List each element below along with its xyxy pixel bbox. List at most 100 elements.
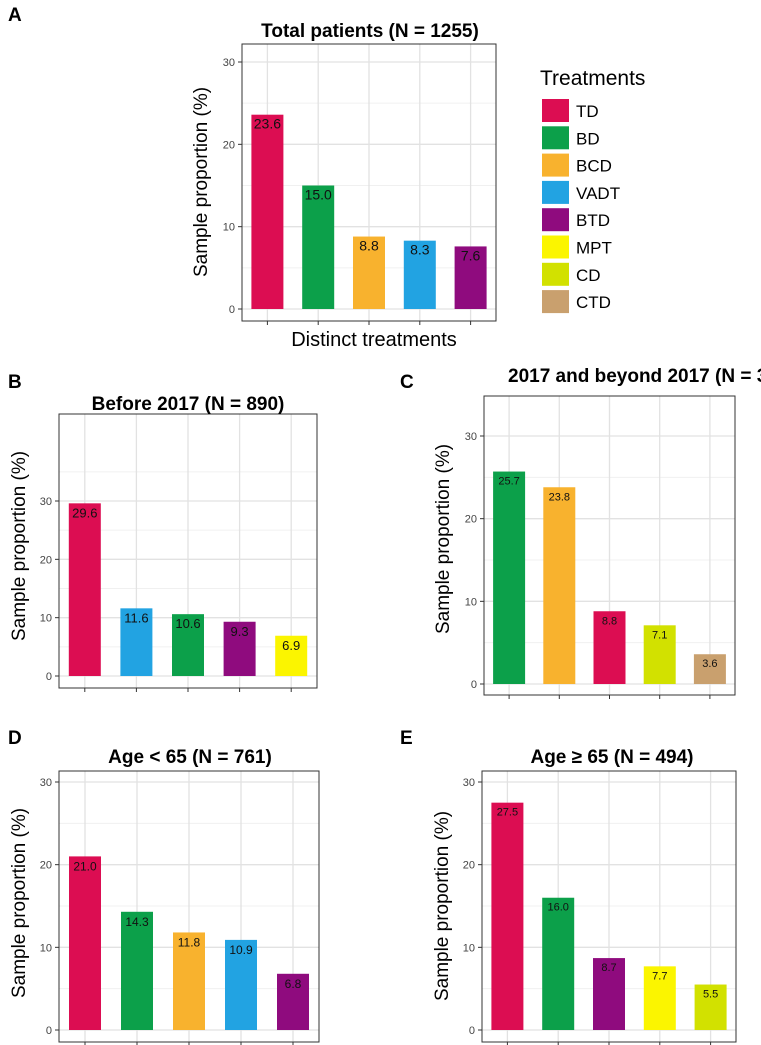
panel-letter: D: [8, 728, 22, 749]
bar-bd: [493, 471, 526, 684]
panel-letter: A: [8, 5, 22, 26]
y-tick-label: 0: [469, 1025, 475, 1037]
bar-mpt: [643, 966, 676, 1030]
bar-value-label: 3.6: [702, 658, 717, 670]
bar-value-label: 16.0: [547, 902, 568, 914]
y-tick-label: 20: [223, 139, 235, 151]
legend: Treatments TD BD BCD VADT BTD MPT CD CTD: [540, 67, 645, 314]
bar-btd: [223, 621, 256, 676]
bar-value-label: 21.0: [73, 859, 97, 873]
bar-td: [491, 802, 524, 1030]
bar-cd: [694, 984, 727, 1030]
bar-value-label: 23.6: [254, 116, 281, 132]
legend-swatch: [542, 235, 569, 259]
bar-btd: [454, 246, 487, 309]
bar-vadt: [120, 608, 153, 676]
legend-swatch: [542, 208, 569, 232]
bar-value-label: 25.7: [498, 476, 519, 488]
legend-swatch: [542, 126, 569, 150]
bar-bcd: [543, 487, 576, 684]
legend-label: CD: [576, 266, 601, 285]
chart-title: 2017 and beyond 2017 (N = 365): [508, 366, 761, 387]
y-tick-label: 20: [465, 514, 477, 526]
bar-vadt: [403, 240, 436, 309]
bar-btd: [277, 973, 309, 1030]
bar-value-label: 14.3: [125, 915, 149, 929]
bar-value-label: 9.3: [231, 624, 249, 639]
legend-label: VADT: [576, 184, 620, 203]
chart-title: Total patients (N = 1255): [261, 21, 479, 42]
bar-value-label: 8.8: [359, 238, 379, 254]
x-axis-label: Distinct treatments: [291, 329, 457, 351]
y-tick-label: 20: [40, 860, 52, 872]
bar-bcd: [173, 932, 205, 1030]
bar-ctd: [693, 654, 726, 684]
bar-value-label: 7.1: [652, 629, 667, 641]
chart-title: Before 2017 (N = 890): [92, 394, 285, 415]
bar-value-label: 10.9: [229, 943, 253, 957]
y-tick-label: 0: [46, 671, 52, 683]
bar-cd: [643, 625, 676, 684]
chart-title: Age < 65 (N = 761): [108, 747, 272, 768]
bar-vadt: [225, 939, 257, 1030]
bar-value-label: 7.6: [461, 247, 481, 263]
legend-swatch: [542, 180, 569, 204]
bar-td: [68, 503, 101, 676]
y-tick-label: 30: [40, 777, 52, 789]
y-tick-label: 20: [463, 860, 475, 872]
bar-value-label: 23.8: [549, 491, 570, 503]
y-tick-label: 30: [465, 431, 477, 443]
bar-value-label: 29.6: [72, 505, 97, 520]
y-tick-label: 10: [40, 613, 52, 625]
chart-title: Age ≥ 65 (N = 494): [530, 747, 693, 768]
bar-bd: [121, 911, 153, 1030]
legend-label: BTD: [576, 211, 610, 230]
legend-title: Treatments: [540, 67, 645, 90]
y-tick-label: 10: [223, 222, 235, 234]
y-axis-label: Sample proportion (%): [9, 451, 30, 641]
y-tick-label: 30: [40, 496, 52, 508]
legend-label: TD: [576, 102, 599, 121]
bar-td: [251, 114, 284, 310]
bar-mpt: [275, 635, 308, 676]
y-tick-label: 10: [463, 942, 475, 954]
y-tick-label: 0: [46, 1025, 52, 1037]
chart-panel-c: C 25.7 23.8 8.8 7.1 3.6 0 10 20 30 2017 and beyond…: [400, 366, 761, 699]
bar-value-label: 15.0: [305, 187, 332, 203]
bar-bd: [172, 614, 204, 676]
bar-value-label: 6.8: [285, 977, 302, 991]
bar-value-label: 10.6: [175, 616, 200, 631]
y-tick-label: 10: [465, 596, 477, 608]
legend-label: BCD: [576, 157, 612, 176]
panel-letter: C: [400, 372, 414, 393]
chart-panel-a: A 23.6 15.0 8.8 8.3 7.6 0 10 20 30 Total patients …: [8, 5, 497, 351]
y-tick-label: 30: [223, 57, 235, 69]
legend-swatch: [542, 99, 569, 122]
y-axis-label: Sample proportion (%): [191, 87, 212, 277]
panel-letter: B: [8, 372, 22, 393]
y-axis-label: Sample proportion (%): [433, 444, 454, 634]
bar-bd: [302, 185, 335, 309]
chart-panel-d: D 21.0 14.3 11.8 10.9 6.8 0 10 20 30 Age < 65 (N =…: [8, 728, 320, 1045]
legend-label: MPT: [576, 239, 612, 258]
y-tick-label: 0: [229, 304, 235, 316]
y-tick-label: 20: [40, 554, 52, 566]
bar-bcd: [353, 236, 385, 309]
bar-value-label: 8.7: [601, 962, 616, 974]
bar-value-label: 6.9: [282, 638, 300, 653]
y-tick-label: 0: [471, 679, 477, 691]
bar-value-label: 11.6: [124, 610, 148, 625]
bar-td: [69, 856, 101, 1030]
bar-value-label: 11.8: [178, 935, 201, 949]
bar-bd: [542, 897, 575, 1030]
legend-swatch: [542, 153, 569, 177]
y-tick-label: 10: [40, 942, 52, 954]
bar-value-label: 7.7: [652, 970, 667, 982]
legend-swatch: [542, 290, 569, 314]
y-tick-label: 30: [463, 777, 475, 789]
bar-value-label: 5.5: [703, 989, 718, 1001]
legend-label: CTD: [576, 293, 611, 312]
legend-swatch: [542, 262, 569, 286]
panel-letter: E: [400, 728, 413, 749]
